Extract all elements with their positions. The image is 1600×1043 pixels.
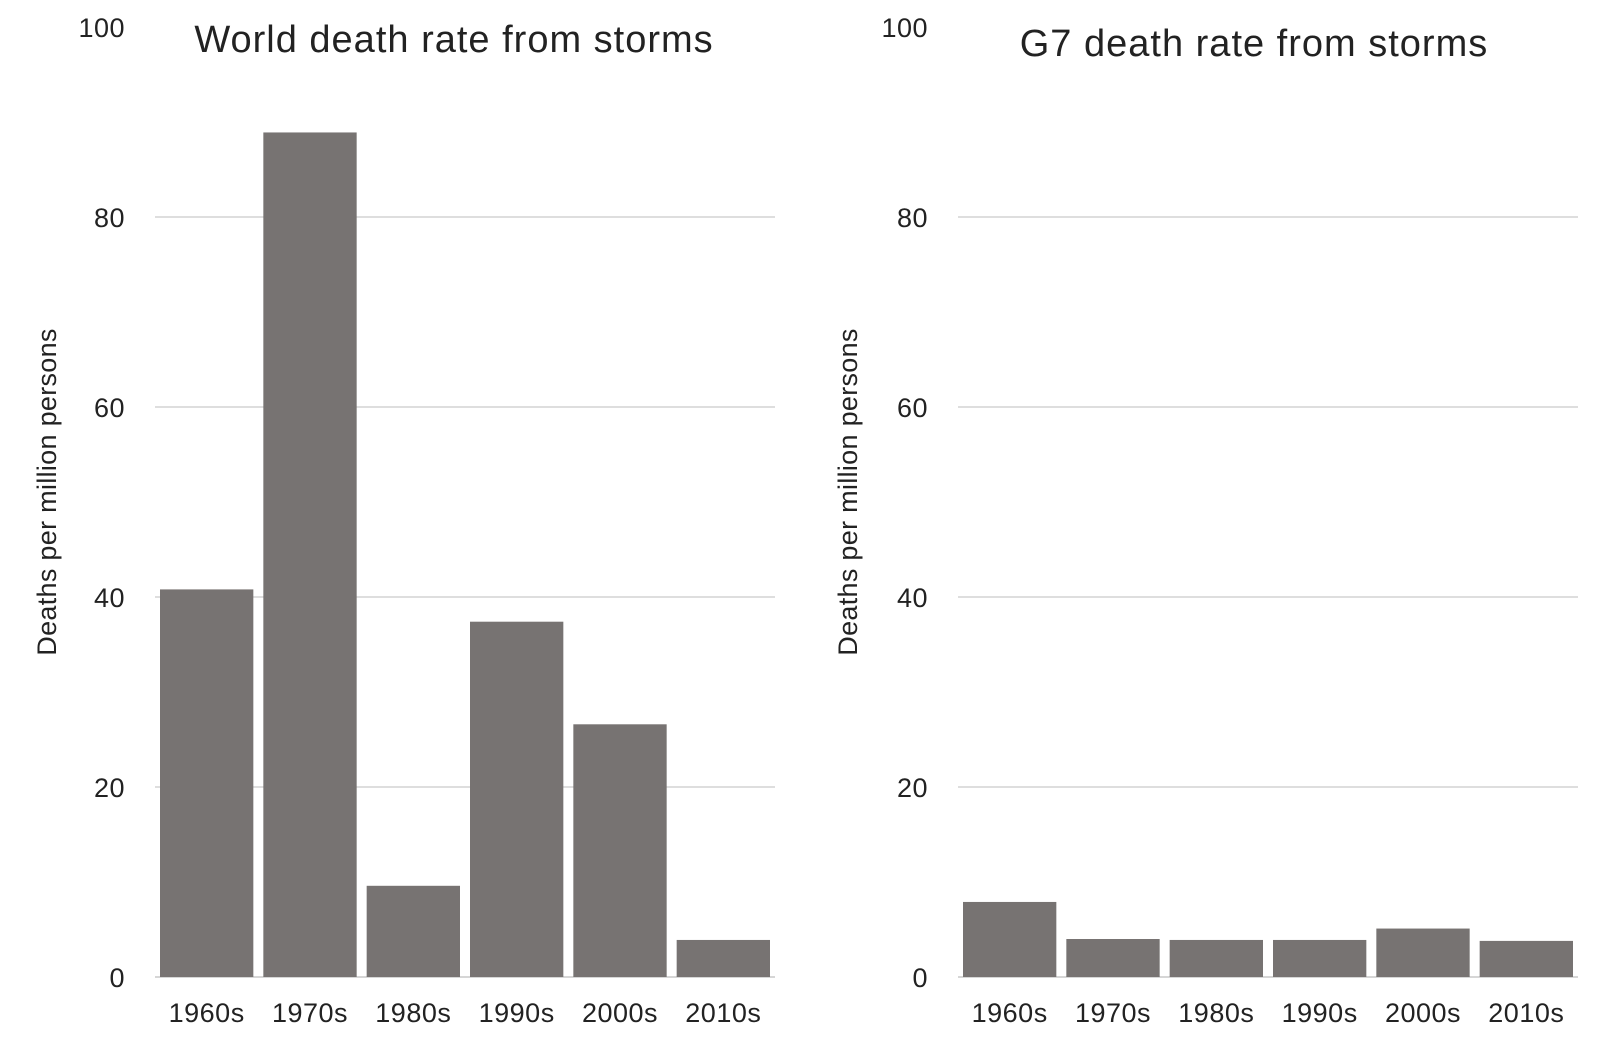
bar-2000s <box>573 724 666 977</box>
y-tick-label: 60 <box>897 393 928 423</box>
charts-figure: World death rate from storms Deaths per … <box>0 0 1600 1043</box>
x-tick-label: 1980s <box>375 998 451 1028</box>
chart-title: G7 death rate from storms <box>1020 23 1489 65</box>
bar-1970s <box>263 132 356 977</box>
y-tick-label: 0 <box>912 963 928 993</box>
x-tick-label: 1960s <box>972 998 1048 1028</box>
x-tick-label: 1980s <box>1178 998 1254 1028</box>
y-tick-label: 80 <box>897 203 928 233</box>
g7-chart-panel: G7 death rate from storms Deaths per mil… <box>833 13 1578 1028</box>
bar-1960s <box>160 589 253 977</box>
x-tick-label: 1990s <box>1282 998 1358 1028</box>
y-tick-label: 0 <box>109 963 125 993</box>
bar-2010s <box>1480 941 1573 977</box>
bar-2000s <box>1376 929 1469 977</box>
x-tick-label: 1960s <box>169 998 245 1028</box>
bar-2010s <box>677 940 770 977</box>
bar-1960s <box>963 902 1056 977</box>
y-tick-label: 40 <box>94 583 125 613</box>
bar-1990s <box>470 622 563 977</box>
x-tick-label: 1990s <box>479 998 555 1028</box>
x-tick-label: 2000s <box>582 998 658 1028</box>
y-tick-label: 20 <box>897 773 928 803</box>
y-tick-label: 20 <box>94 773 125 803</box>
y-tick-label: 100 <box>881 13 928 43</box>
x-tick-label: 2010s <box>685 998 761 1028</box>
chart-title: World death rate from storms <box>194 19 713 61</box>
x-tick-label: 1970s <box>272 998 348 1028</box>
y-axis-label: Deaths per million persons <box>833 328 863 655</box>
x-tick-label: 2010s <box>1488 998 1564 1028</box>
x-tick-label: 2000s <box>1385 998 1461 1028</box>
bar-1980s <box>367 886 460 977</box>
bar-1980s <box>1170 940 1263 977</box>
bar-1990s <box>1273 940 1366 977</box>
world-chart-panel: World death rate from storms Deaths per … <box>32 13 775 1028</box>
y-tick-label: 100 <box>78 13 125 43</box>
y-tick-label: 60 <box>94 393 125 423</box>
y-tick-label: 40 <box>897 583 928 613</box>
bar-1970s <box>1066 939 1159 977</box>
y-axis-label: Deaths per million persons <box>32 328 62 655</box>
x-tick-label: 1970s <box>1075 998 1151 1028</box>
y-tick-label: 80 <box>94 203 125 233</box>
